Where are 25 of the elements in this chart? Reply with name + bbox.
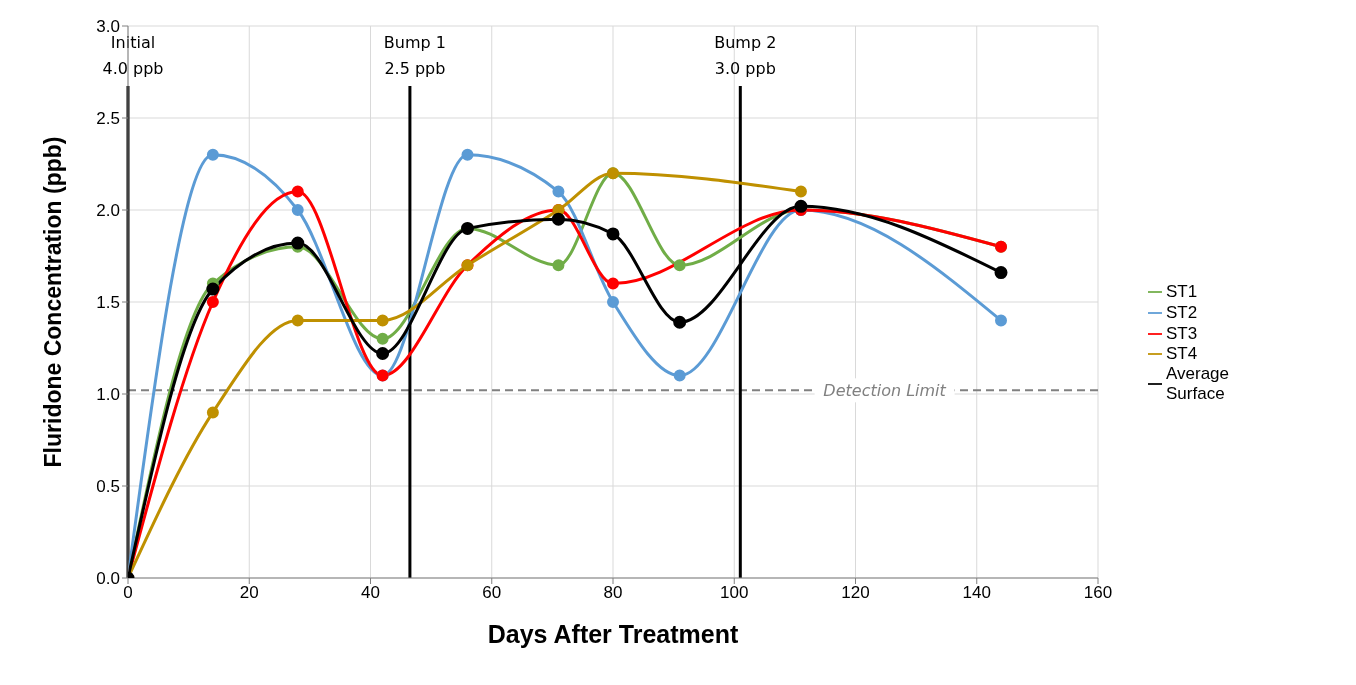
legend-label: Average Surface (1166, 364, 1230, 405)
x-tick-label: 60 (482, 583, 502, 603)
x-tick-label: 100 (720, 583, 749, 603)
ref-line-label: Bump 1 2.5 ppb (383, 33, 446, 78)
y-tick-label: 1.5 (96, 293, 120, 313)
ref-line-label: Bump 2 3.0 ppb (714, 33, 777, 78)
x-tick-label: 40 (361, 583, 380, 603)
y-axis-title: Fluridone Concentration (ppb) (40, 136, 67, 468)
ref-line-label: Detection Limit (823, 381, 947, 401)
y-tick-label: 2.0 (96, 201, 120, 221)
y-tick-label: 0.0 (96, 569, 120, 589)
x-tick-label: 160 (1083, 583, 1113, 603)
y-tick-label: 1.0 (96, 385, 120, 405)
x-axis-title: Days After Treatment (487, 620, 739, 648)
y-tick-label: 0.5 (96, 477, 120, 497)
legend-label: ST2 (1166, 303, 1199, 323)
y-tick-label: 2.5 (96, 109, 120, 129)
x-tick-label: 140 (962, 583, 991, 603)
x-tick-label: 20 (239, 583, 259, 603)
legend-label: ST4 (1166, 344, 1199, 365)
legend-label: ST1 (1166, 282, 1199, 303)
legend-label: ST3 (1166, 323, 1199, 344)
x-tick-label: 0 (123, 583, 133, 603)
x-tick-label: 120 (841, 583, 870, 603)
x-tick-label: 80 (603, 583, 623, 603)
